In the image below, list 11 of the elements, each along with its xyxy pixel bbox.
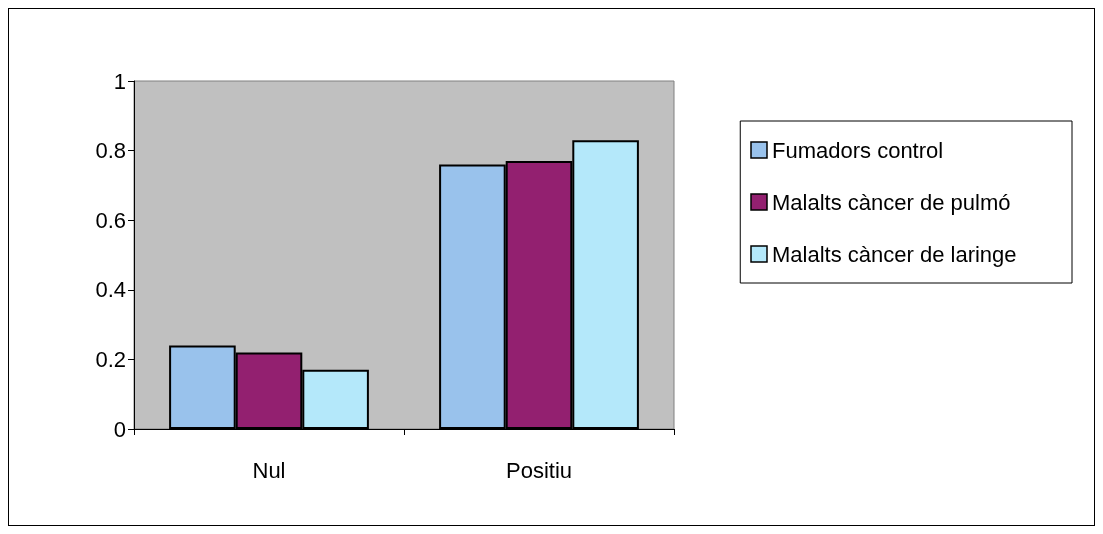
y-tick-label: 1: [113, 68, 126, 94]
legend-label: Malalts càncer de laringe: [772, 241, 1017, 267]
y-tick-label: 0.4: [95, 277, 126, 303]
y-tick-label: 0.2: [95, 346, 126, 372]
x-tick-label: Nul: [252, 457, 286, 483]
y-tick-label: 0: [113, 416, 126, 442]
y-tick-label: 0.6: [95, 207, 126, 233]
y-tick-label: 0.8: [95, 138, 126, 164]
legend-label: Malalts càncer de pulmó: [772, 189, 1011, 215]
x-tick-label: Positiu: [505, 457, 573, 483]
legend-label: Fumadors control: [772, 137, 944, 163]
